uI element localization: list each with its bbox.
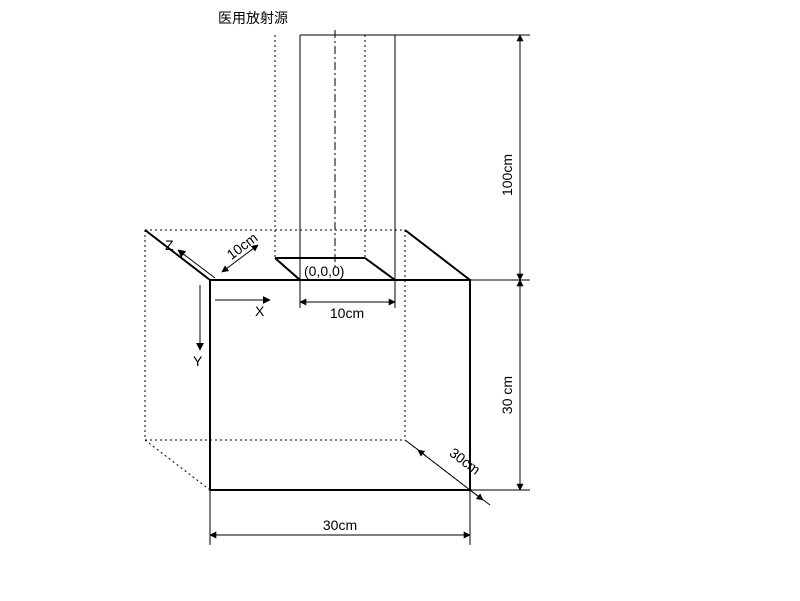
x-axis-label: X [255,303,265,319]
dim-field-front: 10cm [300,280,395,321]
dim-field-depth: 10cm [222,229,260,272]
origin-label: (0,0,0) [304,263,344,279]
svg-text:30cm: 30cm [447,444,484,477]
svg-text:30 cm: 30 cm [499,376,515,414]
svg-text:30cm: 30cm [323,517,357,533]
y-axis-label: Y [193,353,203,369]
dim-phantom-side-depth: 30cm [405,440,490,505]
svg-text:10cm: 10cm [330,305,364,321]
dim-phantom-width: 30cm [210,490,470,545]
svg-text:10cm: 10cm [224,229,261,262]
dim-beam-height: 100cm [395,35,530,280]
beam-column [275,30,395,280]
title: 医用放射源 [218,11,288,27]
z-axis-label: Z [165,237,174,253]
svg-text:100cm: 100cm [499,154,515,196]
diagram-canvas: 医用放射源 (0,0,0) [0,0,800,601]
dim-phantom-front-depth: 30 cm [470,280,530,490]
